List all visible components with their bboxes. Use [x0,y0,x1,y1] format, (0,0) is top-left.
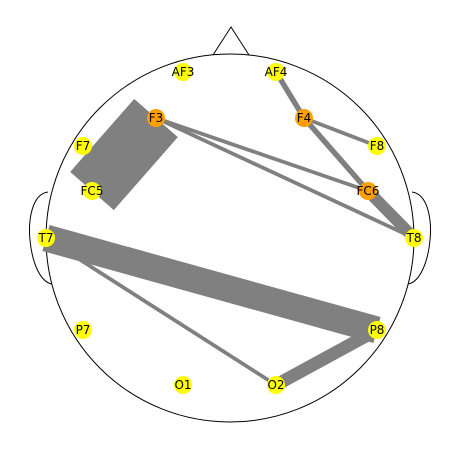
electrode-label: T7 [38,231,54,245]
electrode-label: P8 [370,323,385,337]
electrode-marker [174,376,192,394]
connections-layer [42,70,419,391]
electrode-marker [83,182,101,200]
electrode-marker [37,229,55,247]
electrode-marker [359,182,377,200]
connection-f3-fc6 [155,116,369,193]
electrode-p7: P7 [74,321,92,339]
connection-f3-fc5 [70,98,178,211]
connection-t7-o2 [44,236,278,387]
head-outline [29,26,431,423]
electrode-p8: P8 [368,321,386,339]
electrode-label: F8 [370,139,385,153]
electrodes-layer: AF3 AF4 F3 F4 F7 F8 FC5 FC6 T7 T8 P7 P8 O1 O2 [37,63,423,394]
electrode-label: F7 [76,139,91,153]
electrode-label: F3 [149,111,164,125]
electrode-marker [368,137,386,155]
electrode-o1: O1 [174,376,192,394]
connection-t7-p8 [42,225,381,343]
electrode-o2: O2 [267,376,285,394]
connection-fc6-t8 [363,186,419,243]
head-circle [45,53,415,423]
electrode-marker [267,63,285,81]
electrode-label: FC5 [81,184,104,198]
left-ear-shape [29,191,53,285]
electrode-label: AF3 [172,65,195,79]
right-ear-shape [407,191,431,285]
electrode-marker [74,321,92,339]
electrode-marker [147,109,165,127]
electrode-label: FC6 [357,184,380,198]
electrode-af4: AF4 [265,63,288,81]
electrode-t7: T7 [37,229,55,247]
electrode-f8: F8 [368,137,386,155]
connection-p8-o2 [272,324,381,391]
connection-f4-f8 [303,116,378,148]
electrode-t8: T8 [405,229,423,247]
electrode-f7: F7 [74,137,92,155]
electrode-label: P7 [76,323,91,337]
electrode-f4: F4 [295,109,313,127]
electrode-label: F4 [297,111,312,125]
electrode-marker [368,321,386,339]
electrode-label: O2 [267,378,284,392]
connection-f4-fc6 [301,116,371,193]
electrode-marker [267,376,285,394]
nose-shape [212,26,250,56]
electrode-af3: AF3 [172,63,195,81]
electrode-f3: F3 [147,109,165,127]
connection-f3-t8 [155,116,415,240]
electrode-label: AF4 [265,65,288,79]
electrode-marker [74,137,92,155]
electrode-marker [174,63,192,81]
electrode-fc6: FC6 [357,182,380,200]
electrode-marker [405,229,423,247]
electrode-label: O1 [174,378,191,392]
electrode-label: T8 [406,231,422,245]
electrode-fc5: FC5 [81,182,104,200]
electrode-marker [295,109,313,127]
